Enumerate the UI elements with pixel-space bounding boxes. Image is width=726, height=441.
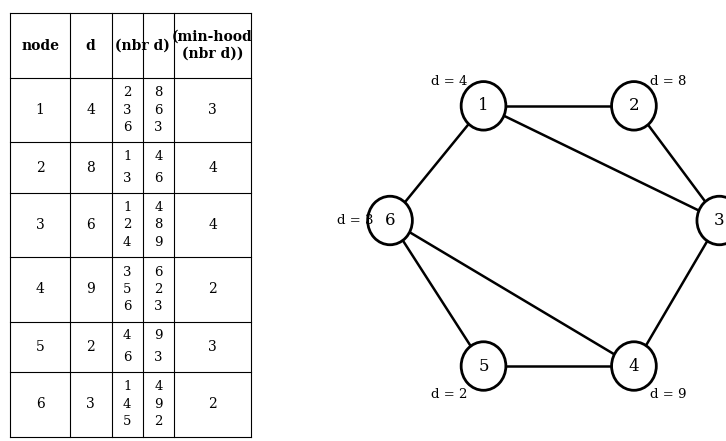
Text: 5: 5 [478, 358, 489, 374]
Text: 4: 4 [155, 381, 163, 393]
Text: 4: 4 [123, 236, 131, 249]
Text: 9: 9 [155, 329, 163, 342]
Text: 4: 4 [86, 103, 95, 117]
Text: 6: 6 [155, 265, 163, 279]
Text: 8: 8 [155, 218, 163, 232]
Text: d: d [86, 38, 96, 52]
Circle shape [611, 82, 656, 130]
Text: 6: 6 [385, 212, 395, 229]
Text: 5: 5 [123, 415, 131, 428]
Text: 4: 4 [208, 161, 217, 175]
Text: (min-hood
(nbr d)): (min-hood (nbr d)) [172, 30, 253, 61]
Text: 2: 2 [123, 86, 131, 99]
Circle shape [367, 196, 412, 245]
Text: 9: 9 [86, 283, 95, 296]
Text: d = 8: d = 8 [650, 75, 687, 88]
Text: 3: 3 [36, 218, 44, 232]
Text: 5: 5 [36, 340, 44, 354]
Text: 2: 2 [123, 218, 131, 232]
Text: d = 2: d = 2 [431, 388, 468, 401]
Text: 2: 2 [155, 283, 163, 296]
Text: 3: 3 [123, 172, 131, 185]
Text: 6: 6 [86, 218, 95, 232]
Text: d = 3: d = 3 [338, 214, 374, 227]
Circle shape [461, 82, 506, 130]
Text: node: node [21, 38, 59, 52]
Text: 5: 5 [123, 283, 131, 296]
Text: 1: 1 [123, 381, 131, 393]
Text: 6: 6 [155, 172, 163, 185]
Text: 4: 4 [123, 398, 131, 411]
Text: 3: 3 [208, 103, 217, 117]
Text: 6: 6 [123, 121, 131, 134]
Text: 4: 4 [155, 201, 163, 214]
Text: 8: 8 [86, 161, 95, 175]
Text: 3: 3 [714, 212, 725, 229]
Text: 9: 9 [155, 236, 163, 249]
Text: 4: 4 [36, 283, 44, 296]
Text: 1: 1 [478, 97, 489, 114]
Text: 2: 2 [629, 97, 640, 114]
Text: 2: 2 [155, 415, 163, 428]
Text: 3: 3 [123, 104, 131, 116]
Text: (nbr d): (nbr d) [115, 38, 171, 52]
Text: 3: 3 [208, 340, 217, 354]
Text: 6: 6 [36, 397, 44, 411]
Text: 6: 6 [123, 300, 131, 314]
Text: 3: 3 [123, 265, 131, 279]
Text: 4: 4 [629, 358, 640, 374]
Text: 2: 2 [86, 340, 95, 354]
Text: 3: 3 [155, 121, 163, 134]
Text: 2: 2 [208, 397, 217, 411]
Circle shape [611, 342, 656, 390]
Text: 6: 6 [155, 104, 163, 116]
Text: 4: 4 [155, 150, 163, 163]
Text: 3: 3 [86, 397, 95, 411]
Text: 3: 3 [155, 300, 163, 314]
Text: 1: 1 [123, 201, 131, 214]
Text: 4: 4 [123, 329, 131, 342]
Text: 2: 2 [36, 161, 44, 175]
Text: d = 9: d = 9 [650, 388, 687, 401]
Text: 9: 9 [155, 398, 163, 411]
Text: d = 4: d = 4 [431, 75, 468, 88]
Text: 4: 4 [208, 218, 217, 232]
Text: 1: 1 [123, 150, 131, 163]
Text: 3: 3 [155, 351, 163, 364]
Text: 1: 1 [36, 103, 44, 117]
Circle shape [697, 196, 726, 245]
Text: 6: 6 [123, 351, 131, 364]
Text: 8: 8 [155, 86, 163, 99]
Circle shape [461, 342, 506, 390]
Text: 2: 2 [208, 283, 217, 296]
